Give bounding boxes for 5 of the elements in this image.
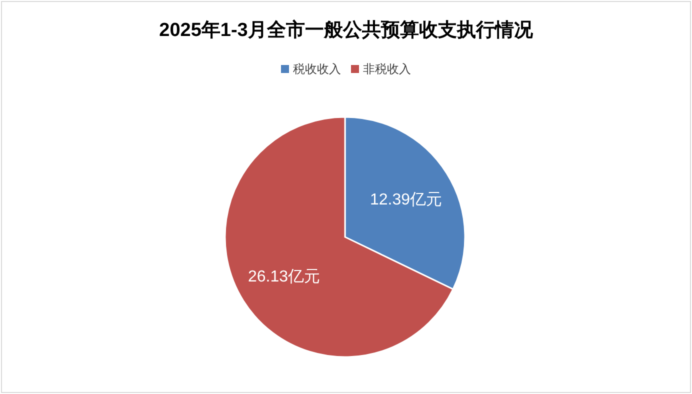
data-label: 12.39亿元 xyxy=(370,192,442,209)
chart-title: 2025年1-3月全市一般公共预算收支执行情况 xyxy=(159,19,534,41)
data-label: 26.13亿元 xyxy=(248,268,320,286)
legend-label: 非税收入 xyxy=(363,62,411,76)
legend-label: 税收收入 xyxy=(293,62,341,76)
